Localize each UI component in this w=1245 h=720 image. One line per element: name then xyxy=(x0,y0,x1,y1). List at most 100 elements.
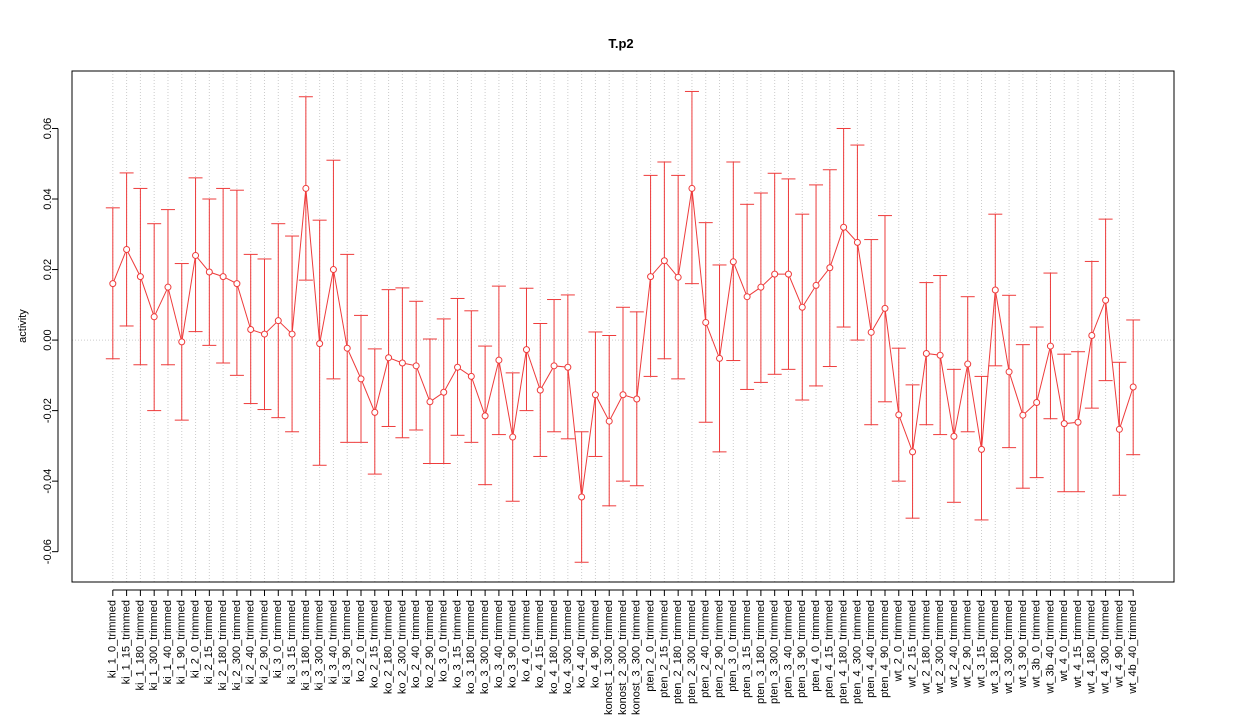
x-tick-label: wt_2_180_trimmed xyxy=(920,600,932,695)
point xyxy=(784,270,792,278)
point xyxy=(357,375,365,383)
x-tick-label: ko_4_40_trimmed xyxy=(576,600,588,688)
point xyxy=(812,281,820,289)
point xyxy=(398,359,406,367)
x-tick-label: ki_2_0_trimmed xyxy=(189,600,201,678)
x-tick-label: pten_2_300_trimmed xyxy=(686,600,698,704)
point xyxy=(881,304,889,312)
x-tick-label: wt_4_0_trimmed xyxy=(1058,600,1070,682)
x-tick-label: ko_2_180_trimmed xyxy=(382,600,394,694)
x-tick-label: konost_3_300_trimmed xyxy=(631,600,643,715)
x-tick-label: ki_2_180_trimmed xyxy=(217,600,229,691)
point xyxy=(260,330,268,338)
point xyxy=(509,433,517,441)
x-tick-label: wt_4_180_trimmed xyxy=(1086,600,1098,695)
point xyxy=(922,349,930,357)
x-tick-label: pten_4_300_trimmed xyxy=(851,600,863,704)
x-tick-label: ki_3_15_trimmed xyxy=(286,600,298,684)
point xyxy=(343,344,351,352)
plot-frame xyxy=(71,70,1175,583)
x-tick-label: pten_4_0_trimmed xyxy=(810,600,822,692)
y-tick-label: -0.02 xyxy=(42,398,54,423)
x-tick-label: wt_2_300_trimmed xyxy=(934,600,946,695)
x-tick-label: ki_3_300_trimmed xyxy=(314,600,326,691)
x-tick-label: ko_3_90_trimmed xyxy=(507,600,519,688)
x-tick-label: ki_2_90_trimmed xyxy=(258,600,270,684)
x-tick-label: pten_3_90_trimmed xyxy=(796,600,808,698)
point xyxy=(826,264,834,272)
point xyxy=(426,398,434,406)
point xyxy=(950,432,958,440)
point xyxy=(385,354,393,362)
point xyxy=(550,362,558,370)
x-tick-label: ko_4_0_trimmed xyxy=(520,600,532,682)
x-tick-label: ki_1_0_trimmed xyxy=(107,600,119,678)
point xyxy=(109,280,117,288)
x-tick-label: wt_4b_40_trimmed xyxy=(1127,600,1139,695)
y-tick-label: 0.04 xyxy=(42,188,54,209)
point xyxy=(371,408,379,416)
x-tick-label: ki_1_180_trimmed xyxy=(134,600,146,691)
x-tick-label: wt_2_40_trimmed xyxy=(948,600,960,688)
point xyxy=(1033,398,1041,406)
x-tick-label: ki_2_40_trimmed xyxy=(245,600,257,684)
point xyxy=(716,354,724,362)
x-tick-label: ko_2_300_trimmed xyxy=(396,600,408,694)
point xyxy=(123,245,131,253)
chart-title: T.p2 xyxy=(608,36,633,51)
point xyxy=(991,286,999,294)
point xyxy=(798,303,806,311)
x-tick-label: ko_4_180_trimmed xyxy=(548,600,560,694)
y-tick-label: -0.06 xyxy=(42,539,54,564)
x-tick-label: ki_2_15_trimmed xyxy=(203,600,215,684)
point xyxy=(660,257,668,265)
point xyxy=(895,411,903,419)
x-tick-label: pten_3_180_trimmed xyxy=(755,600,767,704)
point xyxy=(454,363,462,371)
point xyxy=(1115,425,1123,433)
x-tick-label: pten_3_15_trimmed xyxy=(741,600,753,698)
x-tick-label: wt_3_180_trimmed xyxy=(989,600,1001,695)
point xyxy=(978,445,986,453)
x-tick-label: pten_2_15_trimmed xyxy=(658,600,670,698)
x-tick-label: pten_2_180_trimmed xyxy=(672,600,684,704)
x-tick-label: pten_4_90_trimmed xyxy=(879,600,891,698)
point xyxy=(467,372,475,380)
point xyxy=(840,223,848,231)
point xyxy=(771,270,779,278)
x-tick-label: wt_3_90_trimmed xyxy=(1017,600,1029,688)
x-tick-label: ki_3_40_trimmed xyxy=(327,600,339,684)
point xyxy=(702,318,710,326)
point xyxy=(481,412,489,420)
point xyxy=(412,362,420,370)
x-tick-label: wt_2_0_trimmed xyxy=(893,600,905,682)
point xyxy=(164,283,172,291)
point xyxy=(192,251,200,259)
x-tick-label: ko_2_40_trimmed xyxy=(410,600,422,688)
point xyxy=(1005,368,1013,376)
point xyxy=(1129,383,1137,391)
x-tick-label: ki_2_300_trimmed xyxy=(231,600,243,691)
point xyxy=(495,356,503,364)
point xyxy=(619,391,627,399)
point xyxy=(274,317,282,325)
x-tick-label: ki_3_90_trimmed xyxy=(341,600,353,684)
point xyxy=(909,448,917,456)
x-tick-label: ko_3_15_trimmed xyxy=(451,600,463,688)
point xyxy=(688,184,696,192)
point xyxy=(1102,296,1110,304)
point xyxy=(302,184,310,192)
y-tick-label: 0.02 xyxy=(42,259,54,280)
x-tick-label: pten_2_40_trimmed xyxy=(700,600,712,698)
x-tick-label: pten_4_180_trimmed xyxy=(838,600,850,704)
x-tick-label: ko_3_0_trimmed xyxy=(438,600,450,682)
point xyxy=(578,493,586,501)
x-tick-label: wt_4_90_trimmed xyxy=(1113,600,1125,688)
x-tick-label: ki_1_15_trimmed xyxy=(121,600,133,684)
y-axis-label: activity xyxy=(17,309,29,343)
x-tick-label: ko_4_90_trimmed xyxy=(589,600,601,688)
x-tick-label: pten_4_15_trimmed xyxy=(824,600,836,698)
x-tick-label: ki_3_180_trimmed xyxy=(300,600,312,691)
point xyxy=(329,266,337,274)
